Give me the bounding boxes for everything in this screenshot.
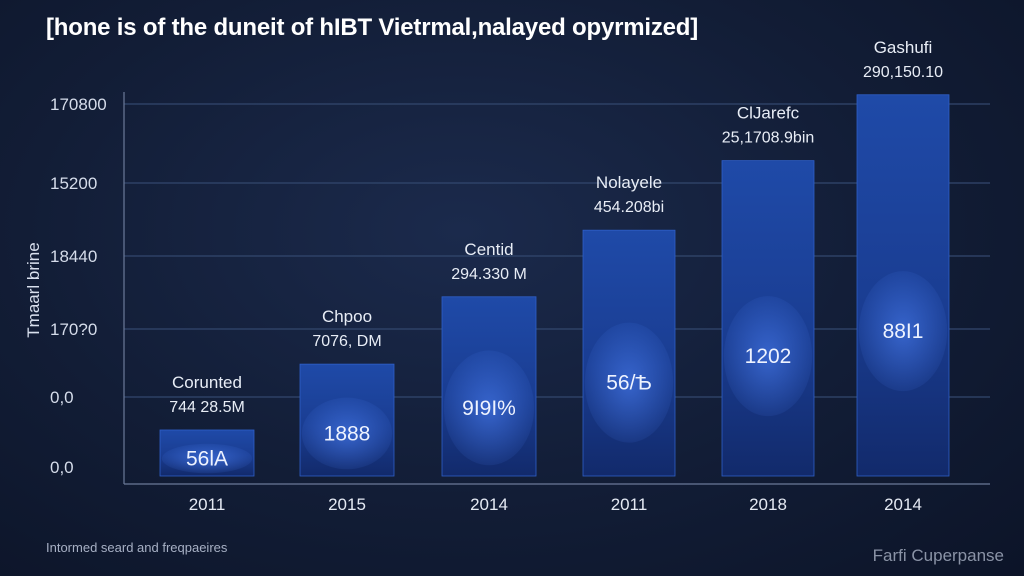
y-tick-label: 170800 (50, 95, 107, 114)
bar-annotation-value: 744 28.5M (169, 399, 245, 416)
chart-title: [hone is of the duneit of hIBT Vietrmal,… (46, 14, 699, 41)
bar-annotation-name: Gashufi (874, 38, 933, 57)
bar-annotation-name: Corunted (172, 373, 242, 392)
bar-glow (301, 397, 393, 470)
bar-value-label: 56/Ѣ (606, 372, 652, 395)
x-tick-label: 2018 (749, 495, 787, 514)
bar-glow (443, 350, 535, 466)
bar-glow (723, 296, 813, 417)
bar-value-label: 56lA (186, 448, 228, 471)
bar-annotation-value: 294.330 M (451, 266, 527, 283)
y-tick-label: 15200 (50, 174, 97, 193)
x-tick-label: 2014 (884, 495, 922, 514)
bar-annotation-name: ClJarefc (737, 104, 800, 123)
y-tick-label: 18440 (50, 247, 97, 266)
bar-value-label: 1888 (324, 422, 371, 445)
bar-value-label: 9I9I% (462, 397, 516, 420)
bar-annotation-value: 7076, DM (312, 333, 381, 350)
bar-glow (858, 271, 948, 392)
x-tick-label: 2011 (611, 495, 648, 514)
x-tick-label: 2011 (189, 495, 226, 514)
bar-annotation-value: 25,1708.9bin (722, 130, 815, 147)
x-tick-label: 2015 (328, 495, 366, 514)
bar-glow (161, 443, 253, 474)
x-tick-label: 2014 (470, 495, 508, 514)
y-tick-label: 0,0 (50, 458, 74, 477)
footer-watermark: Farfi Cuperpanse (872, 546, 1004, 565)
bar-glow (584, 322, 674, 443)
y-tick-label: 170?0 (50, 320, 97, 339)
y-tick-label: 0,0 (50, 388, 74, 407)
bar-value-label: 88I1 (883, 320, 924, 343)
bar-annotation-value: 290,150.10 (863, 64, 943, 81)
bar-annotation-name: Nolayele (596, 173, 662, 192)
footer-note: Intormed seard and freqpaeires (46, 540, 228, 555)
bar-annotation-name: Chpoo (322, 307, 372, 326)
bar-annotation-name: Centid (464, 240, 513, 259)
bar-value-label: 1202 (745, 345, 792, 368)
bar-annotation-value: 454.208bi (594, 199, 664, 216)
